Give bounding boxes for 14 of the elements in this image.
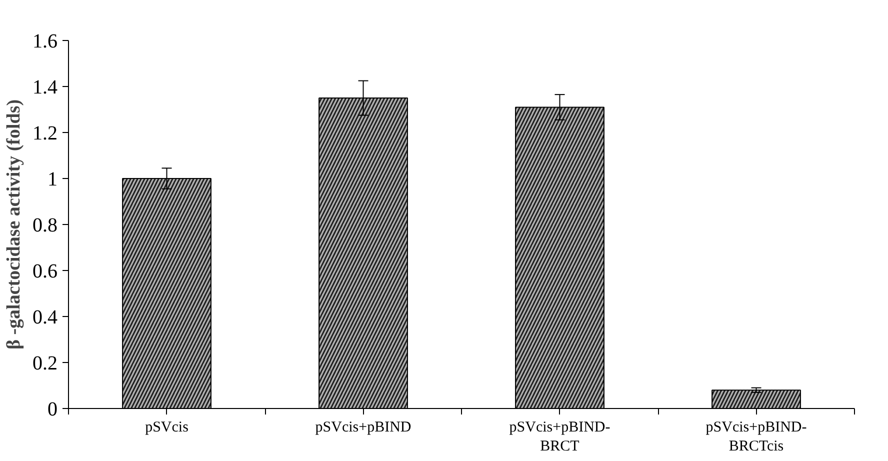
y-tick-label: 0.8 bbox=[32, 214, 58, 236]
y-tick-label: 1.6 bbox=[32, 30, 58, 52]
y-tick-label: 1.2 bbox=[32, 122, 58, 144]
x-tick-label: pSVcis bbox=[145, 420, 189, 436]
x-tick-label: pSVcis+pBIND- BRCTcis bbox=[706, 420, 807, 455]
y-tick-label: 1.4 bbox=[32, 76, 58, 98]
y-tick-label: 0.2 bbox=[32, 352, 58, 374]
x-tick-label: pSVcis+pBIND- BRCT bbox=[509, 420, 610, 455]
y-tick-label: 0 bbox=[48, 398, 58, 420]
y-axis-title: β -galactocidase activity (folds) bbox=[4, 99, 24, 350]
x-tick-label: pSVcis+pBIND bbox=[315, 420, 412, 436]
y-tick-label: 1 bbox=[48, 168, 58, 190]
y-tick-label: 0.4 bbox=[32, 306, 58, 328]
y-tick-label: 0.6 bbox=[32, 260, 58, 282]
